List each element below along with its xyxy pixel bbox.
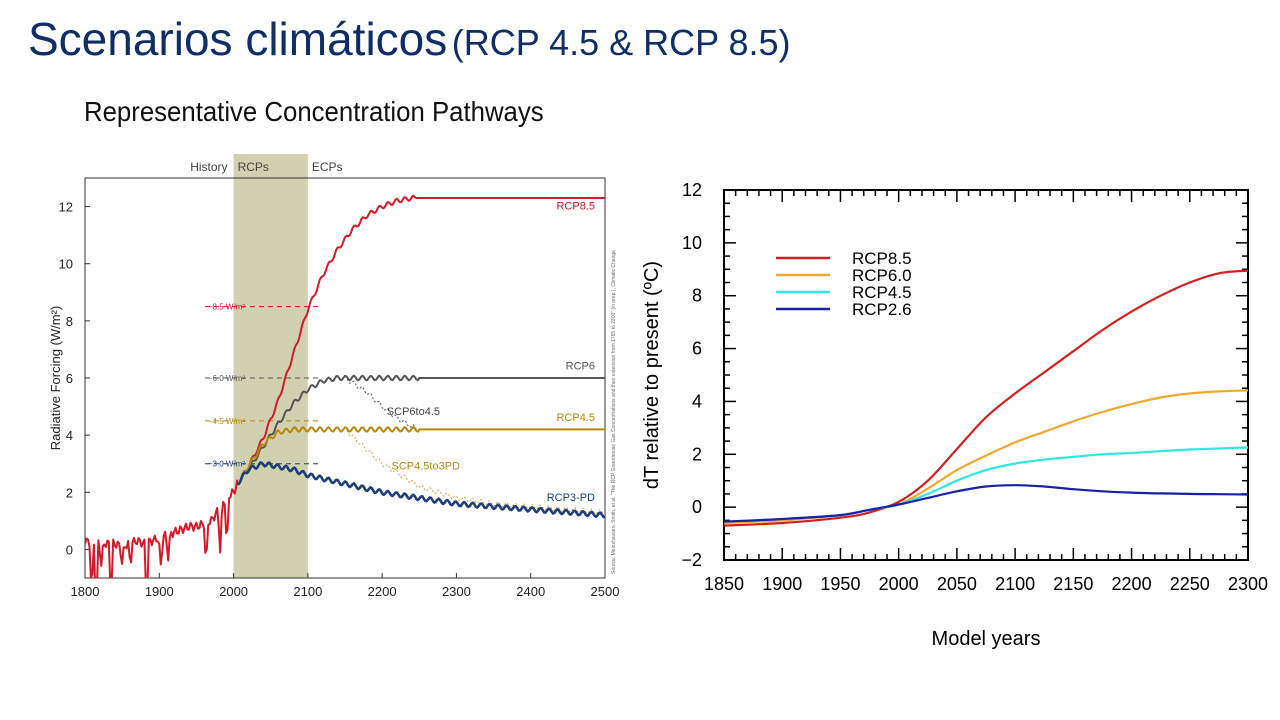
series-line-scp4-5to3pd (344, 426, 605, 515)
legend-label-rcp8-5: RCP8.5 (852, 249, 912, 268)
period-label-history: History (190, 160, 227, 174)
series-line-rcp6-0 (723, 389, 1249, 525)
plot-frame (723, 189, 1249, 561)
source-note: Source: Meinshausen, Smith, et al. "The … (611, 250, 617, 574)
reference-label: ~6.0 W/m² (208, 374, 245, 383)
slide-title: Scenarios climáticos (RCP 4.5 & RCP 8.5) (28, 12, 791, 66)
y-axis-label: dT relative to present (ºC) (641, 261, 663, 489)
x-tick-label: 2100 (293, 584, 322, 599)
x-tick-label: 2300 (442, 584, 471, 599)
series-group (85, 194, 605, 578)
slide-title-main: Scenarios climáticos (28, 13, 448, 65)
series-line-rcp4-5 (237, 426, 605, 485)
y-tick-label: 12 (682, 180, 702, 200)
x-tick-label: 2000 (879, 574, 919, 594)
series-label-scp6to4-5: SCP6to4.5 (387, 406, 440, 418)
y-tick-label: 4 (692, 391, 702, 411)
y-tick-label: 0 (66, 542, 73, 557)
y-tick-label: 10 (682, 233, 702, 253)
series-line-rcp6 (237, 374, 605, 485)
series-line-rcp3-pd (237, 461, 605, 519)
x-tick-label: 2200 (1112, 574, 1152, 594)
x-tick-label: 2100 (995, 574, 1035, 594)
temperature-chart: 1850 1900 1950 2000 2050 2100 2150 2200 2250 2300… (641, 180, 1268, 650)
series-line-rcp4-5 (723, 446, 1249, 523)
y-tick-label: 2 (692, 444, 702, 464)
series-line-rcp8-5 (237, 194, 605, 485)
x-tick-label: 2200 (368, 584, 397, 599)
slide-subtitle: Representative Concentration Pathways (84, 96, 544, 127)
x-tick-label: 2300 (1228, 574, 1268, 594)
series-line-rcp8-5 (723, 269, 1249, 527)
y-tick-label: 2 (66, 485, 73, 500)
legend-label-rcp6-0: RCP6.0 (852, 266, 912, 285)
x-axis-label: Model years (932, 628, 1041, 650)
x-tick-label: 1900 (762, 574, 802, 594)
legend-label-rcp4-5: RCP4.5 (852, 283, 912, 302)
reference-label: ~8.5 W/m² (208, 303, 245, 312)
y-tick-label: 8 (66, 314, 73, 329)
x-tick-label: 2150 (1053, 574, 1093, 594)
x-tick-label: 2250 (1170, 574, 1210, 594)
x-tick-label: 2000 (219, 584, 248, 599)
legend-label-rcp2-6: RCP2.6 (852, 300, 912, 319)
series-label-rcp3-pd: RCP3-PD (547, 492, 595, 504)
reference-label: ~4.5 W/m² (208, 417, 245, 426)
series-label-rcp4-5: RCP4.5 (556, 412, 595, 424)
x-tick-label: 1900 (145, 584, 174, 599)
y-tick-label: 6 (66, 371, 73, 386)
series-line-rcp2-6 (723, 484, 1249, 523)
x-tick-label: 2500 (591, 584, 620, 599)
y-tick-label: 6 (692, 339, 702, 359)
y-tick-label: 8 (692, 286, 702, 306)
period-label-rcps: RCPs (238, 160, 269, 174)
rcp-period-header-band (233, 154, 308, 178)
period-label-ecps: ECPs (312, 160, 343, 174)
series-label-scp4-5to3pd: SCP4.5to3PD (392, 460, 461, 472)
x-tick-label: 1850 (704, 574, 744, 594)
y-tick-label: −2 (681, 550, 702, 570)
series-label-rcp6: RCP6 (566, 360, 595, 372)
x-tick-label: 2050 (937, 574, 977, 594)
x-tick-label: 1800 (71, 584, 100, 599)
reference-label: ~3.0 W/m² (208, 460, 245, 469)
series-line-scp6to4-5 (344, 375, 420, 432)
y-tick-label: 12 (59, 200, 73, 215)
slide-title-sub: (RCP 4.5 & RCP 8.5) (451, 22, 791, 63)
x-tick-label: 2400 (516, 584, 545, 599)
y-tick-label: 0 (692, 497, 702, 517)
y-tick-label: 10 (59, 257, 73, 272)
series-line-history (85, 479, 239, 578)
y-tick-label: 4 (66, 428, 73, 443)
radiative-forcing-chart: History RCPs ECPs 0 2 4 6 8 10 12 1800 1900 2000 2100… (48, 154, 620, 599)
x-tick-label: 1950 (820, 574, 860, 594)
y-axis-label: Radiative Forcing (W/m²) (48, 306, 63, 450)
series-label-rcp8-5: RCP8.5 (556, 200, 595, 212)
